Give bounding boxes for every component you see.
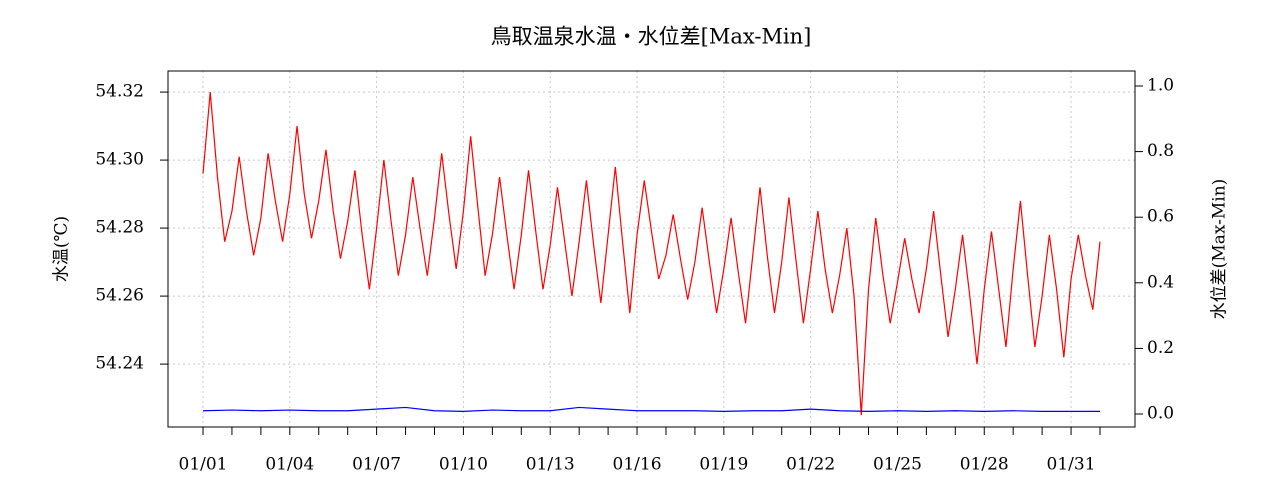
x-tick-label: 01/25: [873, 455, 922, 475]
chart-title: 鳥取温泉水温・水位差[Max-Min]: [491, 25, 812, 49]
y-tick-label: 54.30: [95, 150, 144, 170]
x-tick-label: 01/19: [699, 455, 748, 475]
y2-axis-label: 水位差(Max-Min): [1210, 179, 1230, 320]
x-tick-label: 01/10: [439, 455, 488, 475]
grid: [168, 71, 1135, 427]
y-tick-label: 54.32: [95, 82, 144, 102]
y2-tick-label: 0.2: [1147, 338, 1174, 358]
y2-tick-label: 0.0: [1147, 404, 1174, 424]
x-tick-label: 01/22: [786, 455, 835, 475]
x-tick-label: 01/04: [265, 455, 314, 475]
y-tick-label: 54.24: [95, 354, 144, 374]
series-line: [202, 406, 1100, 412]
x-tick-label: 01/28: [960, 455, 1009, 475]
y-tick-label: 54.28: [95, 218, 144, 238]
y-tick-label: 54.26: [95, 286, 144, 306]
y2-tick-label: 1.0: [1147, 75, 1174, 95]
x-tick-label: 01/16: [613, 455, 662, 475]
series-line: [202, 92, 1101, 416]
y-axis-label: 水温(℃): [52, 216, 72, 282]
plot-frame: [167, 70, 1136, 428]
y2-tick-label: 0.8: [1147, 141, 1174, 161]
y2-tick-label: 0.6: [1147, 207, 1174, 227]
x-tick-label: 01/13: [526, 455, 575, 475]
x-tick-label: 01/01: [179, 455, 228, 475]
x-tick-label: 01/07: [352, 455, 401, 475]
plot: [202, 92, 1101, 416]
x-tick-label: 01/31: [1047, 455, 1096, 475]
y2-tick-label: 0.4: [1147, 272, 1174, 292]
